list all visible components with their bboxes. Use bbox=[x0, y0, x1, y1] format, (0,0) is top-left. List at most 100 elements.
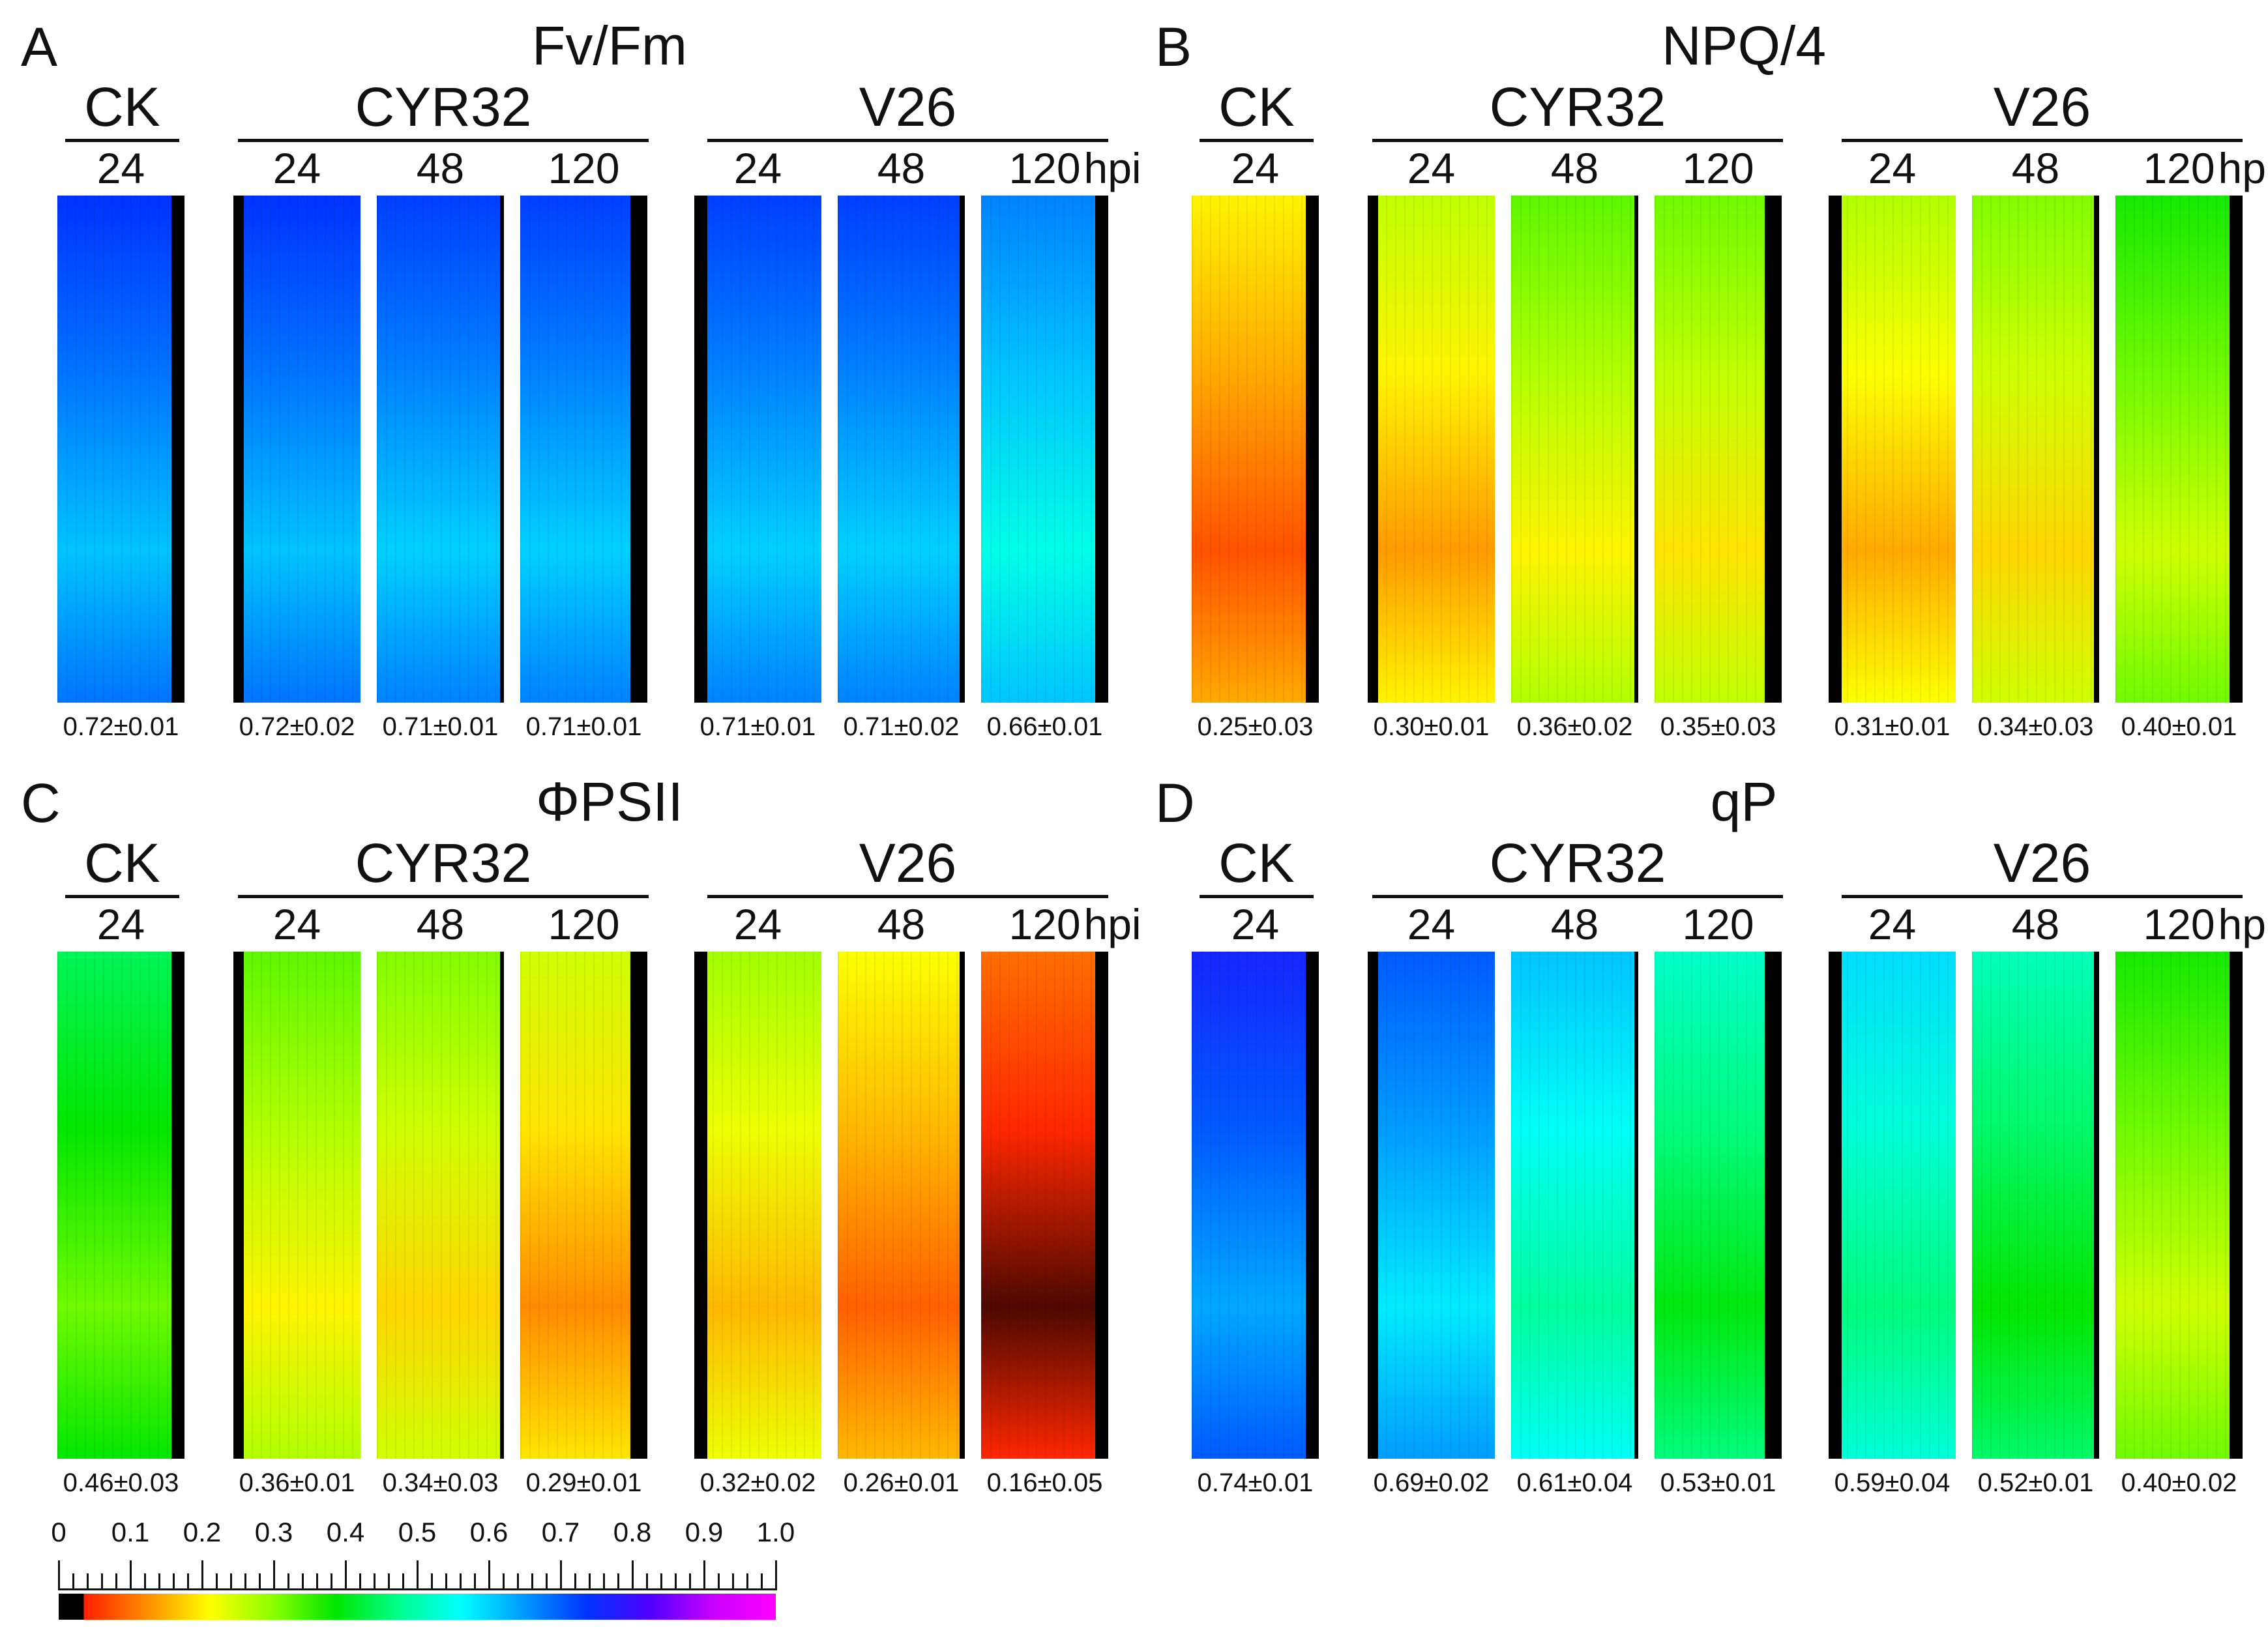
group-name: CYR32 bbox=[355, 76, 532, 138]
color-scale-tick bbox=[302, 1573, 304, 1590]
leaf-value: 0.72±0.02 bbox=[239, 712, 355, 741]
color-scale-tick bbox=[273, 1560, 275, 1590]
leaf-fill bbox=[1655, 196, 1782, 703]
panel-title: ΦPSII bbox=[536, 771, 683, 832]
panel-letter: B bbox=[1155, 16, 1192, 78]
leaf-image bbox=[520, 952, 647, 1459]
leaf-edge bbox=[1368, 952, 1378, 1459]
hpi-label: hpi bbox=[1083, 900, 1141, 948]
time-label: 48 bbox=[877, 900, 926, 948]
leaf-edge bbox=[630, 952, 647, 1459]
leaf-edge bbox=[694, 196, 707, 703]
leaf-fill bbox=[57, 196, 184, 703]
group-rule bbox=[238, 139, 649, 142]
leaf-fill bbox=[838, 952, 965, 1459]
time-label: 24 bbox=[1868, 144, 1917, 192]
panel-letter: D bbox=[1155, 772, 1195, 834]
color-scale-tick bbox=[115, 1573, 117, 1590]
color-scale-tick bbox=[460, 1573, 462, 1590]
leaf-edge bbox=[1306, 952, 1319, 1459]
leaf-image bbox=[377, 952, 504, 1459]
leaf-fill bbox=[981, 196, 1108, 703]
time-label: 120 bbox=[2143, 144, 2215, 192]
color-scale-tick bbox=[287, 1573, 289, 1590]
leaf-edge bbox=[2094, 196, 2099, 703]
leaf-image bbox=[1972, 196, 2099, 703]
color-scale-tick bbox=[746, 1573, 748, 1590]
leaf-fill bbox=[1511, 952, 1638, 1459]
color-scale-tick bbox=[388, 1573, 390, 1590]
color-scale-tick bbox=[445, 1573, 447, 1590]
leaf-edge bbox=[233, 196, 244, 703]
leaf-image bbox=[1972, 952, 2099, 1459]
leaf-edge bbox=[2230, 196, 2243, 703]
color-scale-tick bbox=[417, 1560, 419, 1590]
leaf-edge bbox=[1765, 196, 1782, 703]
color-scale-label: 1.0 bbox=[756, 1517, 795, 1547]
color-scale-tick bbox=[345, 1560, 347, 1590]
leaf-value: 0.59±0.04 bbox=[1834, 1468, 1951, 1497]
leaf-fill bbox=[1972, 952, 2099, 1459]
leaf-image bbox=[838, 952, 965, 1459]
leaf-edge bbox=[1368, 196, 1378, 703]
panel-b: BNPQ/4CKCYR32V262424481202448120hpi0.25±… bbox=[1134, 0, 2268, 756]
leaf-fill bbox=[1829, 196, 1956, 703]
color-scale-tick bbox=[316, 1573, 318, 1590]
color-scale-tick bbox=[144, 1573, 146, 1590]
panel-d: DqPCKCYR32V262424481202448120hpi0.74±0.0… bbox=[1134, 756, 2268, 1512]
hpi-label: hpi bbox=[1083, 144, 1141, 192]
time-label: 48 bbox=[1550, 900, 1599, 948]
color-scale-label: 0.4 bbox=[326, 1517, 365, 1547]
leaf-edge bbox=[694, 952, 707, 1459]
group-name: CK bbox=[84, 76, 160, 138]
color-scale-label: 0.6 bbox=[469, 1517, 508, 1547]
color-scale-tick bbox=[617, 1573, 619, 1590]
color-scale-tick bbox=[331, 1573, 332, 1590]
group-rule bbox=[65, 895, 179, 898]
leaf-value: 0.35±0.03 bbox=[1660, 712, 1776, 741]
color-scale: 0 0.1 0.2 0.3 0.4 0.5 0.6 0.7 0.8 0.9 1.0 bbox=[51, 1517, 795, 1629]
group-rule bbox=[1372, 139, 1783, 142]
leaf-value: 0.31±0.01 bbox=[1834, 712, 1951, 741]
panel-title: NPQ/4 bbox=[1661, 15, 1827, 76]
color-scale-tick bbox=[517, 1573, 519, 1590]
leaf-image bbox=[1368, 196, 1495, 703]
leaf-fill bbox=[2115, 952, 2243, 1459]
leaf-image bbox=[1829, 952, 1956, 1459]
time-label: 48 bbox=[1550, 144, 1599, 192]
color-scale-tick bbox=[359, 1573, 361, 1590]
leaf-edge bbox=[2094, 952, 2099, 1459]
leaf-value: 0.30±0.01 bbox=[1373, 712, 1490, 741]
leaf-value: 0.61±0.04 bbox=[1516, 1468, 1633, 1497]
leaf-fill bbox=[1829, 952, 1956, 1459]
color-scale-tick bbox=[574, 1573, 576, 1590]
time-label: 48 bbox=[2011, 144, 2060, 192]
leaf-image bbox=[1192, 952, 1319, 1459]
leaf-edge bbox=[960, 952, 965, 1459]
leaf-image bbox=[1829, 196, 1956, 703]
color-scale-tick bbox=[474, 1573, 476, 1590]
leaf-value: 0.71±0.01 bbox=[700, 712, 816, 741]
leaf-value: 0.71±0.01 bbox=[525, 712, 642, 741]
time-label: 24 bbox=[272, 900, 321, 948]
color-scale-label: 0 bbox=[51, 1517, 66, 1547]
leaf-fill bbox=[1655, 952, 1782, 1459]
leaf-edge bbox=[630, 196, 647, 703]
leaf-image bbox=[233, 952, 361, 1459]
leaf-edge bbox=[171, 952, 184, 1459]
leaf-fill bbox=[377, 952, 504, 1459]
leaf-value: 0.36±0.02 bbox=[1516, 712, 1633, 741]
color-scale-tick bbox=[689, 1573, 691, 1590]
leaf-fill bbox=[233, 952, 361, 1459]
leaf-fill bbox=[694, 952, 821, 1459]
panel-a: A Fv/Fm CK CYR32 V26 24 24 48 120 24 48 120 hpi 0.72±… bbox=[0, 0, 1141, 756]
leaf-image bbox=[1655, 952, 1782, 1459]
leaf-value: 0.34±0.03 bbox=[382, 1468, 499, 1497]
group-rule bbox=[707, 139, 1108, 142]
panel-title: Fv/Fm bbox=[532, 15, 687, 76]
time-label: 48 bbox=[416, 900, 465, 948]
color-scale-label: 0.3 bbox=[254, 1517, 293, 1547]
leaf-edge bbox=[1634, 952, 1638, 1459]
color-scale-tick bbox=[546, 1573, 548, 1590]
color-scale-tick bbox=[244, 1573, 246, 1590]
